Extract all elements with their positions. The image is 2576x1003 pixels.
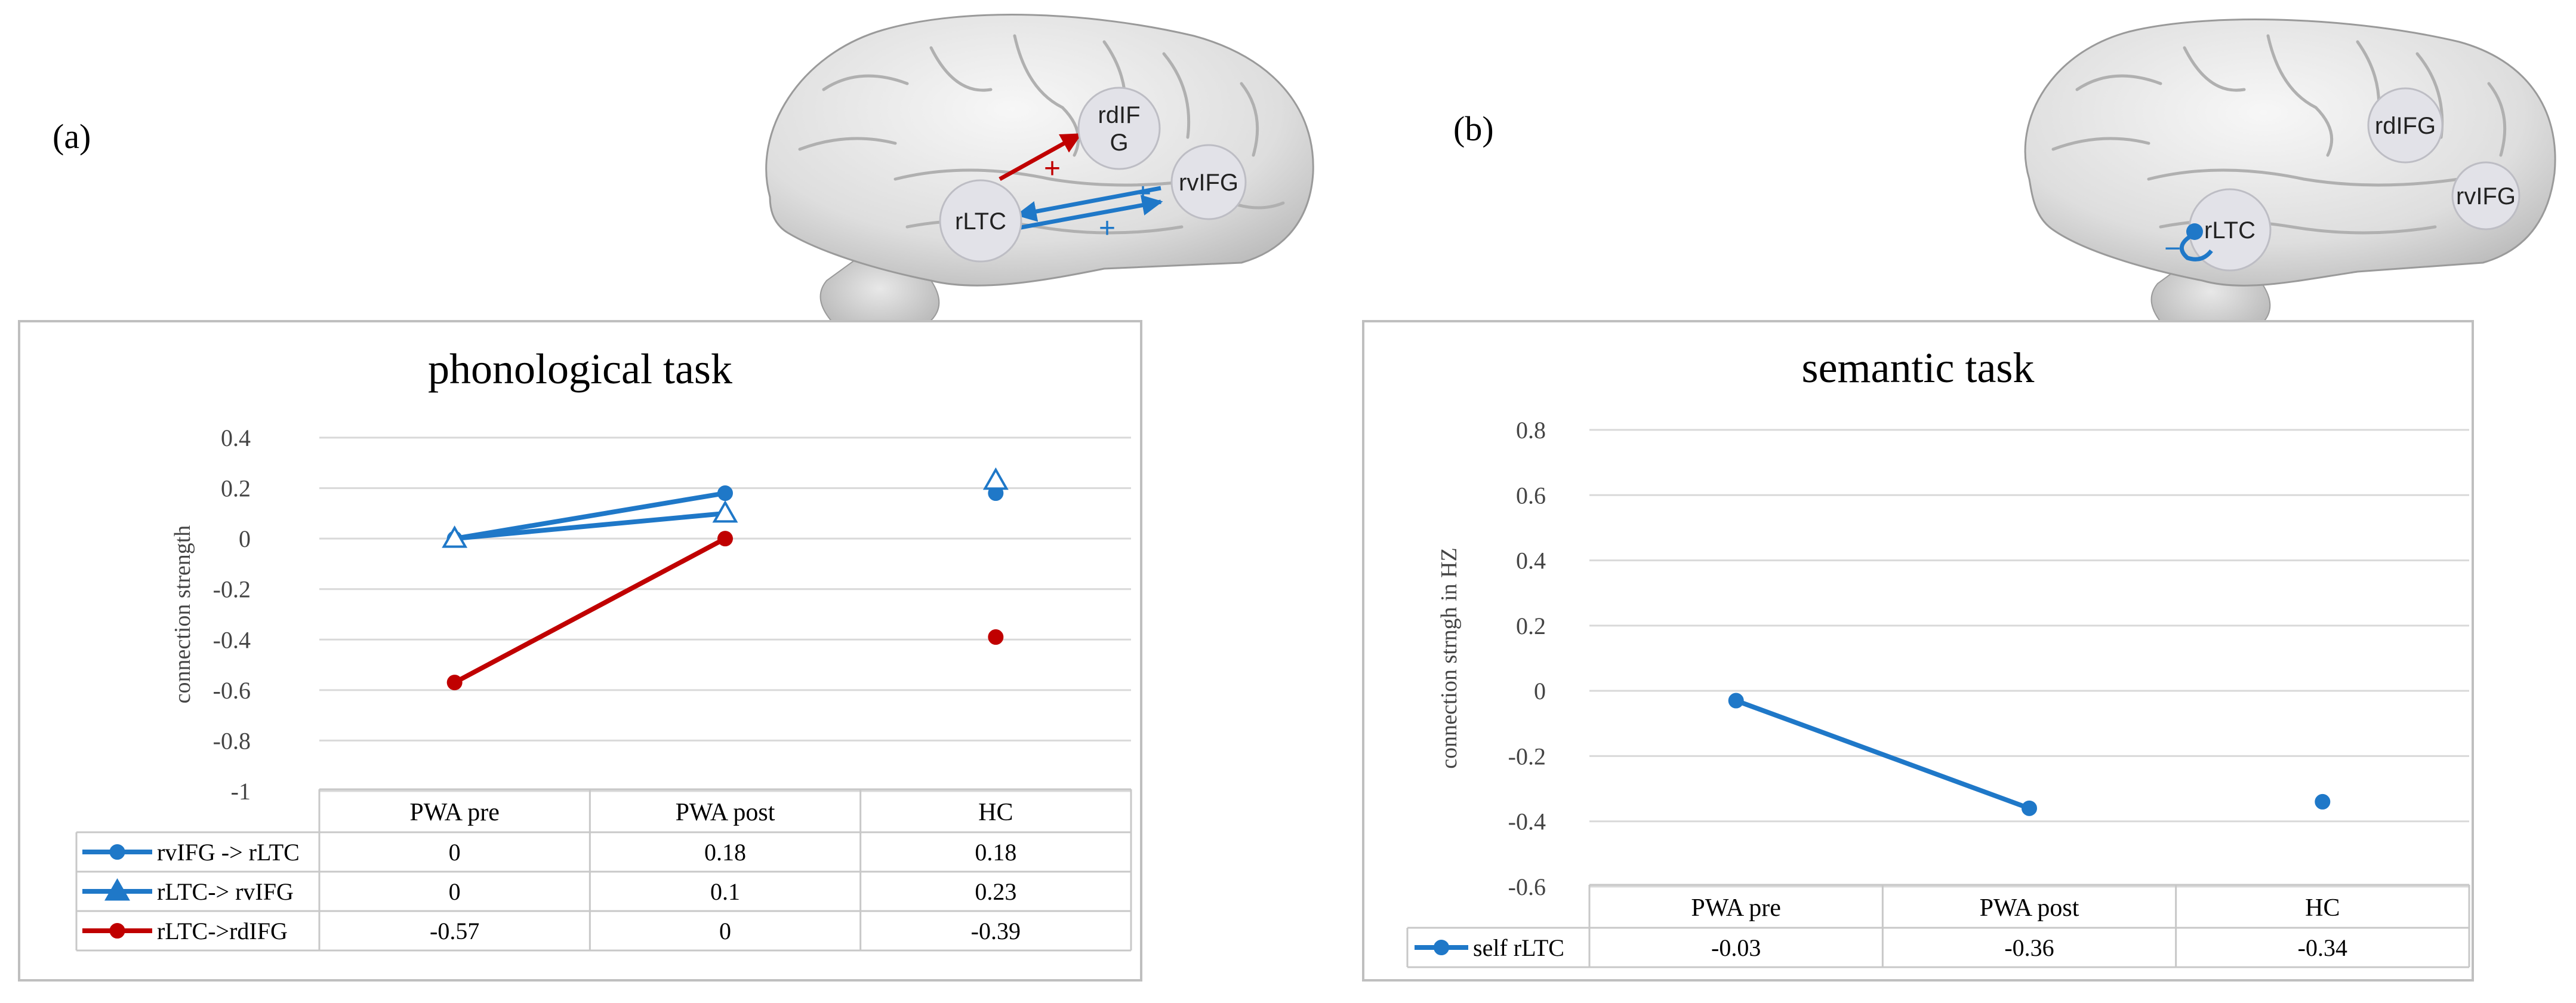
y-tick-label: -0.8 bbox=[213, 727, 251, 754]
y-tick-label: -0.2 bbox=[213, 576, 251, 603]
category-label: PWA pre bbox=[409, 799, 500, 826]
arrow-rltc-rvifg bbox=[1017, 195, 1163, 230]
table-value: -0.34 bbox=[2298, 934, 2347, 961]
series-line bbox=[453, 536, 726, 685]
legend-label: self rLTC bbox=[1473, 934, 1564, 961]
data-point bbox=[717, 531, 733, 547]
table-value: 0 bbox=[449, 839, 461, 866]
arrow-rvifg-rltc bbox=[1015, 186, 1161, 222]
region-label: rvIFG bbox=[2456, 183, 2516, 210]
legend-swatch-marker bbox=[104, 878, 130, 901]
legend-label: rvIFG -> rLTC bbox=[157, 839, 300, 866]
y-tick-label: 0.4 bbox=[221, 424, 251, 451]
data-point bbox=[442, 525, 468, 548]
data-point bbox=[717, 485, 733, 502]
y-axis-label: connection strength bbox=[170, 525, 195, 704]
series-line bbox=[454, 491, 726, 542]
data-point bbox=[712, 500, 738, 523]
data-point bbox=[2022, 800, 2037, 816]
panel-label-a: (a) bbox=[53, 117, 91, 156]
category-label: HC bbox=[2305, 894, 2340, 922]
chart-frame bbox=[1362, 320, 2474, 982]
self-loop-node bbox=[2186, 223, 2203, 240]
panel-label-b: (b) bbox=[1453, 109, 1494, 148]
arrow-rltc-rdifg bbox=[999, 132, 1083, 181]
series-2 bbox=[446, 531, 1004, 691]
table-value: 0.18 bbox=[704, 839, 746, 866]
category-label: PWA post bbox=[1980, 894, 2079, 922]
y-tick-label: -0.2 bbox=[1508, 743, 1546, 770]
region-circle bbox=[2451, 161, 2520, 230]
table-value: 0.1 bbox=[710, 878, 740, 905]
region-node-rvifg-b: rvIFG bbox=[2451, 161, 2520, 230]
table-value: 0.18 bbox=[975, 839, 1016, 866]
region-node-rltc-a: rLTC bbox=[939, 179, 1022, 263]
chart-panel-a: phonological task 0.4 0.2 0 -0.2 -0.4 -0.6 -0.8… bbox=[18, 320, 1142, 982]
region-node-rdifg-a: rdIFG bbox=[1077, 87, 1161, 170]
region-circle bbox=[1170, 144, 1247, 220]
sign-minus: − bbox=[2164, 233, 2181, 264]
region-node-rdifg-b: rdIFG bbox=[2367, 87, 2443, 164]
series-line bbox=[454, 510, 726, 542]
sign-plus: + bbox=[1099, 213, 1116, 244]
sign-plus: + bbox=[1135, 178, 1151, 210]
region-label: G bbox=[1110, 130, 1128, 156]
region-label: rLTC bbox=[2204, 217, 2255, 244]
data-point bbox=[982, 467, 1009, 490]
region-label: rLTC bbox=[955, 208, 1006, 235]
self-loop-rltc bbox=[2180, 230, 2213, 261]
data-point bbox=[446, 675, 463, 691]
y-axis-label: connection strngh in HZ bbox=[1437, 547, 1462, 768]
y-tick-label: 0.2 bbox=[221, 475, 251, 502]
table-value: -0.36 bbox=[2004, 934, 2054, 961]
y-tick-label: 0.4 bbox=[1516, 547, 1546, 574]
y-tick-label: -0.6 bbox=[213, 677, 251, 704]
series-1 bbox=[442, 467, 1009, 548]
region-circle bbox=[2367, 87, 2443, 164]
region-node-rvifg-a: rvIFG bbox=[1170, 144, 1247, 220]
region-label: rvIFG bbox=[1179, 170, 1238, 196]
region-circle bbox=[1077, 87, 1161, 170]
chart-title: phonological task bbox=[428, 345, 732, 393]
data-point bbox=[1728, 693, 1744, 709]
brain-b-connections: − bbox=[2164, 223, 2213, 264]
table-value: -0.57 bbox=[430, 918, 479, 944]
table-value: 0.23 bbox=[975, 878, 1016, 905]
table-value: -0.39 bbox=[971, 918, 1021, 944]
category-label: HC bbox=[978, 799, 1013, 826]
sign-plus: + bbox=[1044, 153, 1061, 184]
region-circle bbox=[939, 179, 1022, 263]
y-tick-label: -0.6 bbox=[1508, 873, 1546, 900]
table-value: 0 bbox=[449, 878, 461, 905]
region-label: rdIFG bbox=[2375, 113, 2436, 139]
y-tick-label: 0 bbox=[239, 525, 251, 552]
series-0 bbox=[1728, 693, 2331, 816]
legend-label: rLTC-> rvIFG bbox=[157, 878, 294, 905]
chart-title: semantic task bbox=[1802, 344, 2035, 392]
category-label: PWA pre bbox=[1691, 894, 1781, 922]
chart-frame bbox=[18, 320, 1142, 982]
y-tick-label: 0.2 bbox=[1516, 613, 1546, 639]
legend-swatch-marker bbox=[109, 923, 125, 939]
region-label: rdIF bbox=[1098, 102, 1140, 128]
table-value: -0.03 bbox=[1711, 934, 1761, 961]
chart-panel-b: semantic task 0.8 0.6 0.4 0.2 0 -0.2 -0.4 -0.6 co… bbox=[1362, 320, 2474, 982]
y-tick-label: -0.4 bbox=[1508, 808, 1546, 835]
y-tick-label: 0.6 bbox=[1516, 482, 1546, 509]
y-tick-label: -0.4 bbox=[213, 626, 251, 653]
legend-swatch-marker bbox=[1434, 940, 1449, 955]
data-point bbox=[988, 629, 1004, 645]
y-tick-label: 0.8 bbox=[1516, 417, 1546, 444]
brain-a-connections: + + + bbox=[999, 132, 1163, 244]
data-point bbox=[2315, 793, 2331, 810]
y-tick-label: -1 bbox=[231, 778, 251, 805]
legend-label: rLTC->rdIFG bbox=[157, 918, 288, 944]
legend-swatch-marker bbox=[109, 844, 125, 860]
category-label: PWA post bbox=[676, 799, 775, 826]
series-line bbox=[1735, 698, 2030, 811]
table-value: 0 bbox=[719, 918, 731, 944]
y-tick-label: 0 bbox=[1534, 678, 1546, 704]
